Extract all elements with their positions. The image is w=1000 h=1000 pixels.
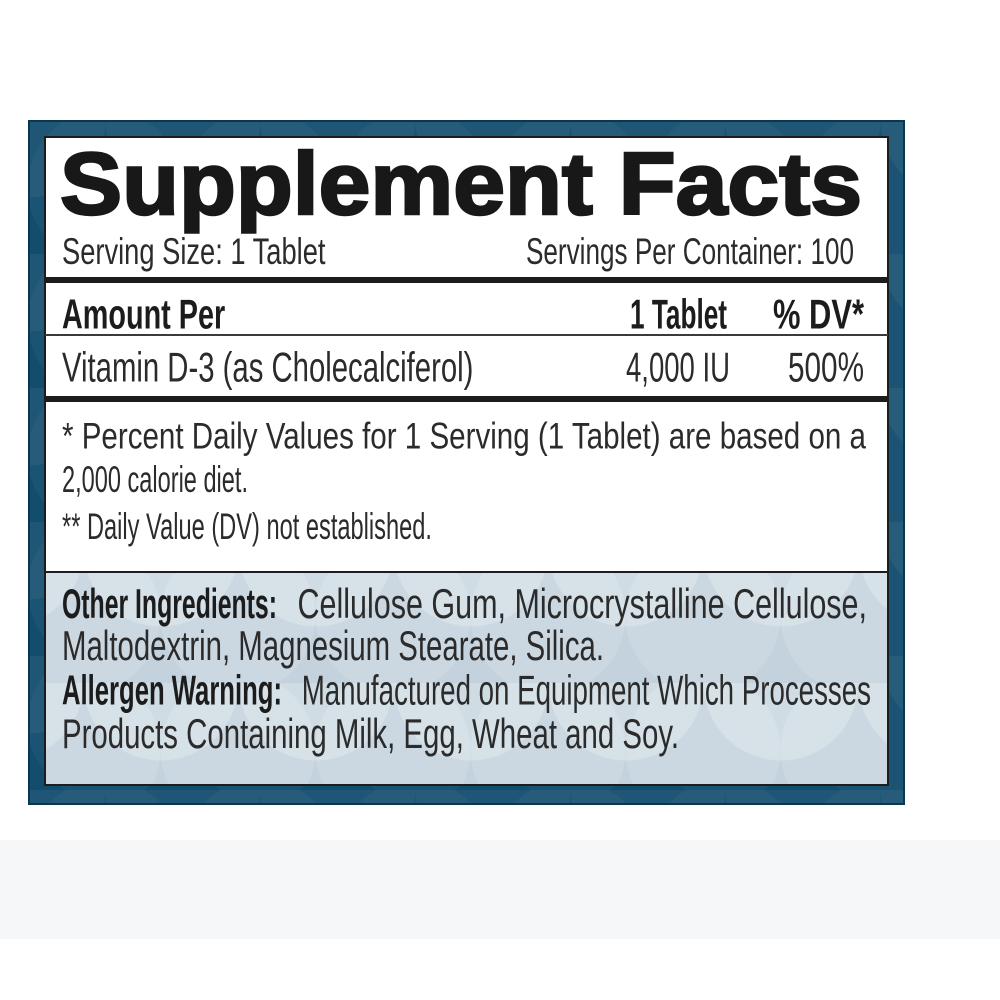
svg-text:Products Containing Milk, Egg,: Products Containing Milk, Egg, Wheat and… [62,710,679,757]
svg-text:** Daily Value (DV) not establ: ** Daily Value (DV) not established. [62,506,432,547]
svg-text:Other Ingredients: Cellulose G: Other Ingredients: Cellulose Gum, Microc… [62,580,867,627]
svg-text:Vitamin D-3 (as Cholecalcifero: Vitamin D-3 (as Cholecalciferol) [62,344,473,391]
svg-text:Amount Per: Amount Per [62,290,225,337]
svg-text:* Percent Daily Values for 1 S: * Percent Daily Values for 1 Serving (1 … [62,416,866,457]
svg-text:500%: 500% [788,344,864,391]
svg-text:Serving Size: 1 Tablet: Serving Size: 1 Tablet [62,231,326,272]
svg-text:Supplement Facts: Supplement Facts [60,134,862,233]
svg-text:2,000 calorie diet.: 2,000 calorie diet. [62,459,248,500]
svg-text:Allergen Warning: Manufactured: Allergen Warning: Manufactured on Equipm… [62,666,871,713]
svg-text:4,000 IU: 4,000 IU [626,344,730,391]
svg-text:Servings Per Container: 100: Servings Per Container: 100 [526,231,854,272]
svg-text:1 Tablet: 1 Tablet [630,290,727,337]
svg-text:Maltodextrin, Magnesium Steara: Maltodextrin, Magnesium Stearate, Silica… [62,622,604,669]
svg-text:% DV*: % DV* [773,290,864,337]
